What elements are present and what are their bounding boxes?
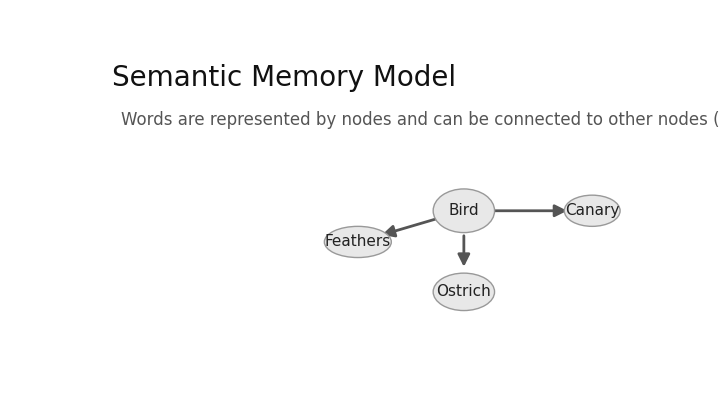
Text: Bird: Bird <box>449 203 480 218</box>
Ellipse shape <box>433 189 495 232</box>
Text: Words are represented by nodes and can be connected to other nodes (words): Words are represented by nodes and can b… <box>121 111 720 129</box>
Ellipse shape <box>564 195 620 226</box>
Text: Canary: Canary <box>565 203 619 218</box>
Text: Semantic Memory Model: Semantic Memory Model <box>112 64 456 92</box>
Ellipse shape <box>324 226 392 258</box>
Text: Ostrich: Ostrich <box>436 284 491 299</box>
Text: Feathers: Feathers <box>325 234 391 249</box>
Ellipse shape <box>433 273 495 311</box>
